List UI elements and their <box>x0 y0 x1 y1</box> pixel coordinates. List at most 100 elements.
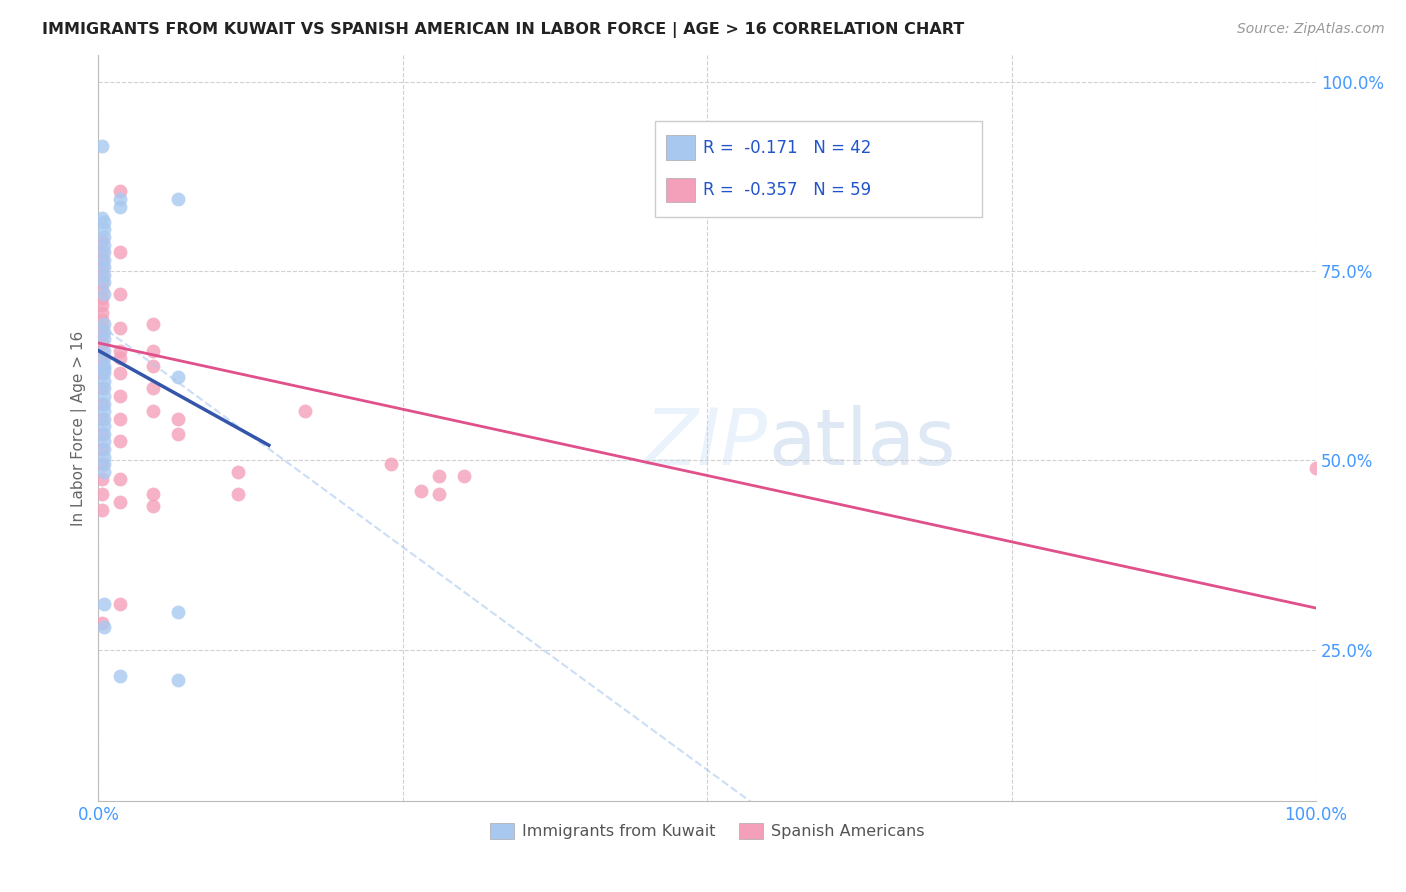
Point <box>110 669 132 683</box>
Point <box>93 597 115 611</box>
Point <box>91 234 114 248</box>
Point <box>93 237 115 252</box>
Point <box>93 286 115 301</box>
Point <box>91 328 114 343</box>
Point <box>91 268 114 282</box>
Text: atlas: atlas <box>768 405 956 481</box>
Point <box>110 495 132 509</box>
Point <box>93 268 115 282</box>
Point <box>110 185 132 199</box>
Text: IMMIGRANTS FROM KUWAIT VS SPANISH AMERICAN IN LABOR FORCE | AGE > 16 CORRELATION: IMMIGRANTS FROM KUWAIT VS SPANISH AMERIC… <box>42 22 965 38</box>
Point <box>228 465 250 479</box>
Point <box>110 343 132 358</box>
Point <box>110 192 132 206</box>
Point <box>93 457 115 471</box>
Point <box>110 434 132 449</box>
Point <box>91 211 114 225</box>
Point <box>110 286 132 301</box>
Point <box>93 351 115 365</box>
Point <box>91 335 114 350</box>
Point <box>91 283 114 297</box>
Point <box>93 389 115 403</box>
Point <box>91 276 114 290</box>
Point <box>166 426 188 441</box>
Point <box>1305 461 1327 475</box>
Point <box>91 298 114 312</box>
Point <box>142 499 165 513</box>
Point <box>93 260 115 275</box>
Point <box>93 404 115 418</box>
Point <box>91 139 114 153</box>
Point <box>93 396 115 410</box>
Point <box>91 252 114 267</box>
Point <box>409 483 432 498</box>
Point <box>93 325 115 339</box>
Point <box>91 502 114 516</box>
Point <box>91 359 114 373</box>
Point <box>110 200 132 214</box>
Point <box>91 343 114 358</box>
Point <box>93 411 115 425</box>
Point <box>110 597 132 611</box>
Point <box>110 389 132 403</box>
Point <box>110 321 132 335</box>
Text: ZIP: ZIP <box>645 405 768 481</box>
Point <box>93 465 115 479</box>
Point <box>93 230 115 244</box>
Y-axis label: In Labor Force | Age > 16: In Labor Force | Age > 16 <box>72 331 87 525</box>
Point <box>166 673 188 687</box>
Point <box>142 487 165 501</box>
Point <box>427 468 450 483</box>
Point <box>142 381 165 395</box>
Point <box>91 351 114 365</box>
Point <box>93 343 115 358</box>
Point <box>427 487 450 501</box>
Point <box>91 366 114 380</box>
Point <box>110 245 132 260</box>
Point <box>110 351 132 365</box>
Point <box>91 245 114 260</box>
Point <box>91 472 114 486</box>
Point <box>91 426 114 441</box>
Point <box>93 276 115 290</box>
Point <box>91 396 114 410</box>
Point <box>166 605 188 619</box>
Point <box>453 468 475 483</box>
Point <box>91 411 114 425</box>
Point <box>93 332 115 346</box>
Point <box>93 215 115 229</box>
Point <box>228 487 250 501</box>
Point <box>93 434 115 449</box>
Point <box>93 419 115 434</box>
Point <box>93 450 115 464</box>
Point <box>93 442 115 456</box>
Point <box>166 411 188 425</box>
Point <box>142 359 165 373</box>
Point <box>110 366 132 380</box>
Point <box>294 404 316 418</box>
Point <box>93 317 115 331</box>
Point <box>110 472 132 486</box>
Point <box>91 487 114 501</box>
Point <box>91 313 114 327</box>
Point <box>93 426 115 441</box>
Point <box>93 362 115 376</box>
Point <box>93 620 115 634</box>
Point <box>91 616 114 631</box>
Point <box>166 370 188 384</box>
Point <box>91 321 114 335</box>
Point <box>142 404 165 418</box>
Point <box>91 291 114 305</box>
Point <box>93 359 115 373</box>
Point <box>93 252 115 267</box>
Point <box>142 317 165 331</box>
Text: R =  -0.357   N = 59: R = -0.357 N = 59 <box>703 181 872 199</box>
Point <box>93 222 115 236</box>
Point <box>91 442 114 456</box>
Point <box>91 457 114 471</box>
Text: Source: ZipAtlas.com: Source: ZipAtlas.com <box>1237 22 1385 37</box>
Legend: Immigrants from Kuwait, Spanish Americans: Immigrants from Kuwait, Spanish American… <box>484 816 931 846</box>
Text: R =  -0.171   N = 42: R = -0.171 N = 42 <box>703 138 872 157</box>
Point <box>93 245 115 260</box>
Point <box>93 381 115 395</box>
